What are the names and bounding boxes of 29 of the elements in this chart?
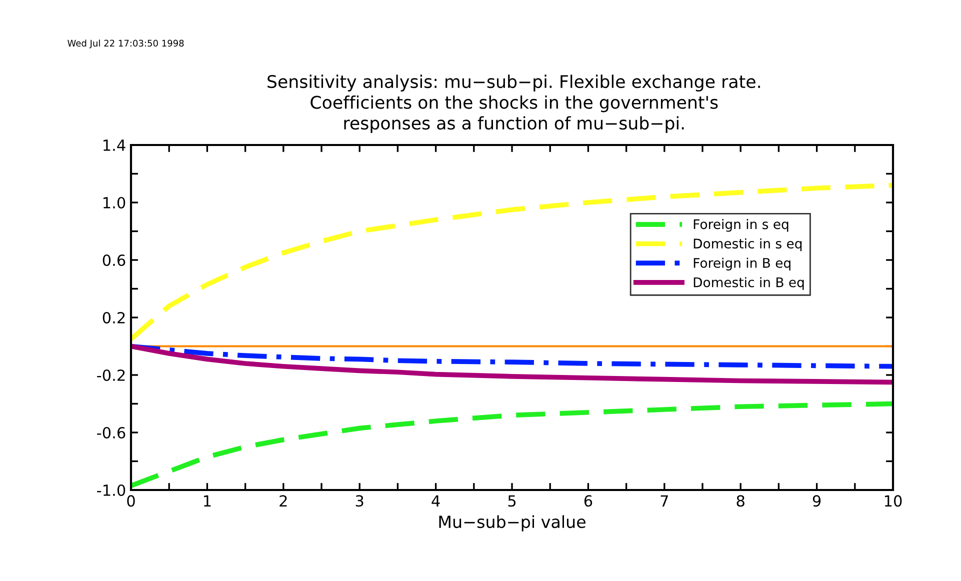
y-tick-label: 0.2 — [102, 312, 125, 324]
y-tick-label: 1.4 — [104, 140, 126, 151]
x-tick-label: 3 — [356, 495, 364, 507]
y-tick-label: 1.0 — [104, 196, 126, 209]
x-tick-label: 5 — [508, 495, 516, 507]
x-tick-label: 6 — [584, 495, 592, 507]
y-tick-label: -0.2 — [97, 369, 125, 382]
legend-label: Foreign in B eq — [694, 258, 790, 270]
legend-label: Domestic in s eq — [694, 238, 802, 252]
line-series — [131, 182, 893, 342]
x-axis-title: Mu−sub−pi value — [439, 515, 586, 532]
y-tick-label: -0.6 — [97, 426, 126, 439]
x-tick-label: 4 — [432, 495, 440, 506]
legend-label: Domestic in B eq — [694, 277, 804, 290]
x-tick-label: 1 — [204, 495, 211, 506]
x-tick-label: 8 — [736, 495, 744, 507]
text: Wed Jul 22 17:03:50 1998 — [68, 40, 184, 48]
x-tick-label: 10 — [884, 495, 902, 507]
x-tick-label: 0 — [127, 495, 135, 507]
line-series — [131, 344, 893, 385]
line-series — [131, 344, 893, 369]
chart-title: Sensitivity analysis: mu−sub−pi. Flexible exchange rate. Coefficients on the shocks in the government's responses as a function of mu−sub−pi. — [268, 74, 760, 133]
legend-label: Foreign in s eq — [694, 218, 788, 232]
line-series — [131, 401, 893, 488]
x-tick-label: 9 — [812, 495, 821, 507]
y-tick-label: 0.6 — [102, 254, 126, 266]
y-tick-label: -1.0 — [97, 484, 126, 496]
x-tick-label: 2 — [280, 495, 287, 506]
x-tick-label: 7 — [660, 495, 668, 506]
